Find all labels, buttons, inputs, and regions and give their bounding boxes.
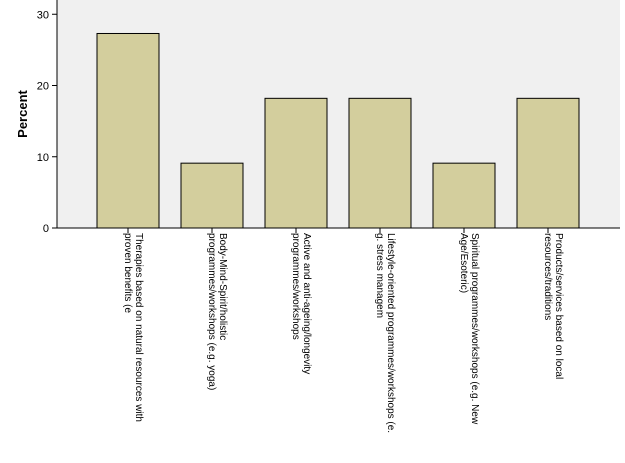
category-label-line: programmes/workshops (e.g. yoga) (206, 233, 217, 390)
y-axis-label: Percent (15, 89, 30, 137)
category-label-line: programmes/workshops (290, 233, 301, 340)
category-label-line: Products/services based on local (553, 233, 564, 379)
bar (432, 162, 496, 229)
category-label-line: Spiritual programmes/workshops (e.g. New (469, 233, 480, 425)
category-label-line: proven benefits (e (122, 233, 133, 313)
category-label: Therapies based on natural resources wit… (122, 233, 144, 422)
category-label: Lifestyle-oriented programmes/workshops … (374, 233, 396, 433)
category-label-line: Active and anti-ageing/longevity (301, 233, 312, 374)
bar (264, 97, 328, 229)
category-label: Products/services based on localresource… (542, 233, 564, 379)
y-tick-label: 30 (37, 9, 49, 21)
y-axis-ticks: 0 10 20 30 (37, 9, 57, 235)
category-label: Spiritual programmes/workshops (e.g. New… (458, 233, 480, 425)
bar (348, 97, 412, 229)
y-tick-label: 0 (43, 223, 49, 235)
category-label-line: Body-Mind-Spirit/holistic (217, 233, 228, 340)
y-tick-label: 20 (37, 81, 49, 93)
category-label: Body-Mind-Spirit/holisticprogrammes/work… (206, 233, 228, 390)
category-labels: Therapies based on natural resources wit… (122, 233, 564, 433)
bar (516, 97, 580, 229)
x-axis-ticks (127, 228, 549, 233)
bars (96, 32, 580, 229)
category-label-line: resources/traditions (542, 233, 553, 320)
category-label: Active and anti-ageing/longevityprogramm… (290, 233, 312, 374)
category-label-line: Therapies based on natural resources wit… (133, 233, 144, 422)
bar (180, 162, 244, 229)
bar (96, 32, 160, 229)
category-label-line: Age/Esoteric) (458, 233, 469, 293)
category-label-line: Lifestyle-oriented programmes/workshops … (385, 233, 396, 433)
y-tick-label: 10 (37, 152, 49, 164)
category-label-line: g. stress managem (374, 233, 385, 318)
